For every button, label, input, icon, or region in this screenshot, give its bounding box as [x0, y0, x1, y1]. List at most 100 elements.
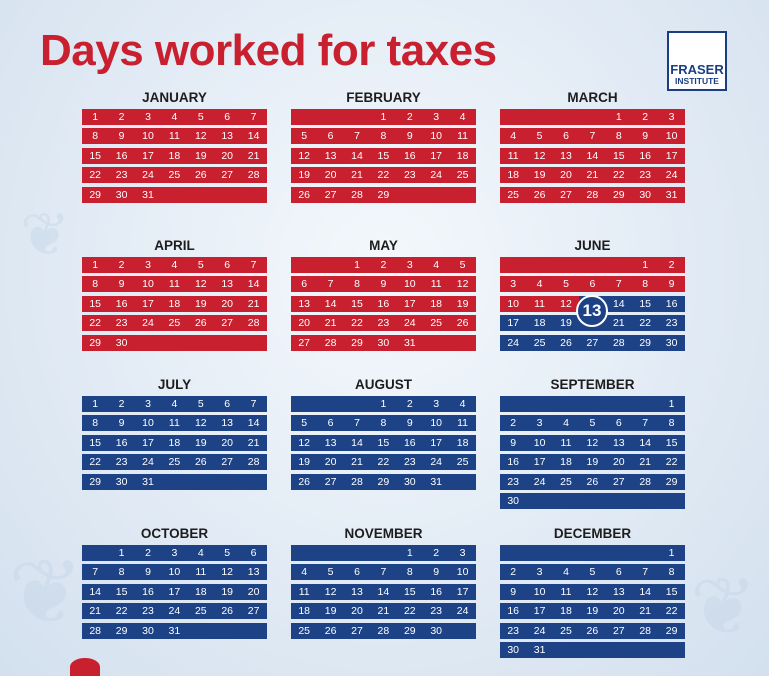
month-april: APRIL 1 2 3 4 5 6 7 8 9 10 11 12 13 14 15 16 17 18 19 20 21 22… [82, 237, 267, 354]
day-cell: 12 [586, 585, 599, 598]
day-cell: 28 [377, 624, 390, 637]
day-cell: 10 [533, 585, 546, 598]
week-row: 13 14 15 16 17 18 19 [291, 295, 476, 312]
day-cell: 12 [533, 149, 546, 162]
day-cell: 18 [194, 585, 207, 598]
day-cell: 26 [298, 475, 311, 488]
day-cell: 17 [142, 297, 154, 310]
day-cell: 4 [171, 398, 178, 410]
day-cell: 17 [142, 436, 154, 449]
day-cell: 27 [612, 475, 625, 488]
week-row: 30 31 [500, 641, 685, 658]
week-row: 19 20 21 22 23 24 25 [291, 454, 476, 471]
day-cell: 31 [403, 336, 416, 349]
day-cell: 25 [298, 624, 311, 637]
day-cell: 22 [612, 169, 625, 182]
week-row: 12 13 14 15 16 17 18 [291, 147, 476, 164]
day-cell: 9 [510, 585, 517, 598]
day-cell: 18 [168, 436, 181, 449]
day-cell: 2 [145, 547, 151, 559]
week-row: 8 9 10 11 12 13 14 [82, 415, 267, 432]
day-cell: 18 [560, 456, 572, 469]
week-row: 20 21 22 23 24 25 26 [291, 315, 476, 332]
day-cell: 9 [433, 566, 440, 579]
day-cell: 1 [380, 398, 387, 410]
week-row: 22 23 24 25 26 27 28 [82, 315, 267, 332]
taxes-band [500, 295, 580, 312]
day-cell: 1 [668, 398, 675, 410]
day-cell: 4 [459, 398, 466, 410]
day-cell: 6 [224, 398, 231, 410]
taxes-band [82, 147, 267, 164]
day-cell: 15 [89, 149, 102, 162]
self-band [291, 564, 476, 581]
day-cell: 30 [507, 494, 520, 507]
week-row: 1 [500, 396, 685, 412]
taxes-band [500, 147, 685, 164]
day-cell: 22 [351, 317, 363, 330]
day-cell: 2 [668, 259, 675, 271]
day-cell: 14 [377, 585, 390, 598]
day-cell: 27 [247, 605, 260, 618]
day-cell: 20 [324, 456, 337, 469]
self-band [291, 396, 476, 412]
day-cell: 23 [403, 169, 416, 182]
self-band [82, 545, 267, 561]
week-row: 30 [500, 492, 685, 509]
day-cell: 31 [168, 624, 181, 637]
week-row: 15 16 17 18 19 20 21 [82, 295, 267, 312]
day-cell: 21 [89, 605, 102, 618]
day-cell: 5 [536, 130, 543, 143]
day-cell: 27 [221, 317, 234, 330]
week-row: 4 5 6 7 8 9 10 [500, 128, 685, 145]
week-row: 1 2 3 4 5 6 7 [82, 257, 267, 273]
day-cell: 20 [221, 149, 234, 162]
self-band [500, 564, 685, 581]
day-cell: 21 [351, 169, 363, 182]
day-cell: 24 [403, 317, 416, 330]
week-row: 21 22 23 24 25 26 27 [82, 603, 267, 620]
day-cell: 1 [380, 111, 387, 123]
week-row: 1 2 3 4 5 6 7 [82, 396, 267, 412]
month-july: JULY 1 2 3 4 5 6 7 8 9 10 11 12 13 14 15 16 17 18 19 20 21 22 2… [82, 376, 267, 493]
day-cell: 10 [142, 130, 154, 143]
day-cell: 1 [642, 259, 649, 271]
day-cell: 3 [459, 547, 466, 559]
taxes-band [291, 167, 476, 184]
day-cell: 20 [221, 297, 234, 310]
month-name: NOVEMBER [344, 526, 423, 541]
day-cell: 23 [115, 317, 128, 330]
day-cell: 5 [197, 111, 204, 123]
day-cell: 17 [430, 436, 443, 449]
self-band [500, 641, 685, 658]
week-row: 1 2 3 [500, 109, 685, 125]
taxes-band [291, 109, 476, 125]
day-cell: 8 [118, 566, 125, 579]
month-september: SEPTEMBER 1 2 3 4 5 6 7 8 9 10 11 12 13 14 15 16 17 18 19 20… [500, 376, 685, 512]
day-cell: 12 [194, 278, 207, 291]
taxes-band [500, 109, 685, 125]
taxes-band [500, 257, 685, 273]
day-cell: 3 [510, 278, 517, 291]
day-cell: 29 [612, 188, 625, 201]
self-band [82, 583, 267, 600]
day-cell: 18 [168, 149, 181, 162]
day-cell: 12 [194, 417, 207, 430]
day-cell: 1 [118, 547, 125, 559]
day-cell: 7 [354, 130, 360, 143]
day-cell: 22 [89, 169, 102, 182]
day-cell: 27 [612, 624, 625, 637]
day-cell: 4 [433, 259, 440, 271]
day-cell: 24 [168, 605, 181, 618]
day-cell: 5 [327, 566, 334, 579]
day-cell: 22 [89, 317, 102, 330]
week-row: 25 26 27 28 29 30 [291, 622, 476, 639]
week-row: 24 25 26 27 28 29 30 [500, 334, 685, 351]
taxes-band [82, 295, 267, 312]
day-cell: 8 [642, 278, 649, 291]
day-cell: 19 [533, 169, 546, 182]
day-cell: 6 [224, 259, 231, 271]
day-cell: 28 [247, 317, 260, 330]
day-cell: 19 [324, 605, 337, 618]
day-cell: 29 [377, 188, 390, 201]
